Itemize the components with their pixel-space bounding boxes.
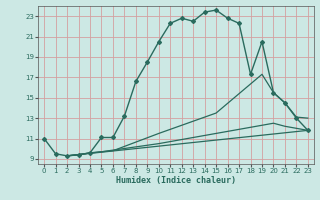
X-axis label: Humidex (Indice chaleur): Humidex (Indice chaleur) (116, 176, 236, 185)
